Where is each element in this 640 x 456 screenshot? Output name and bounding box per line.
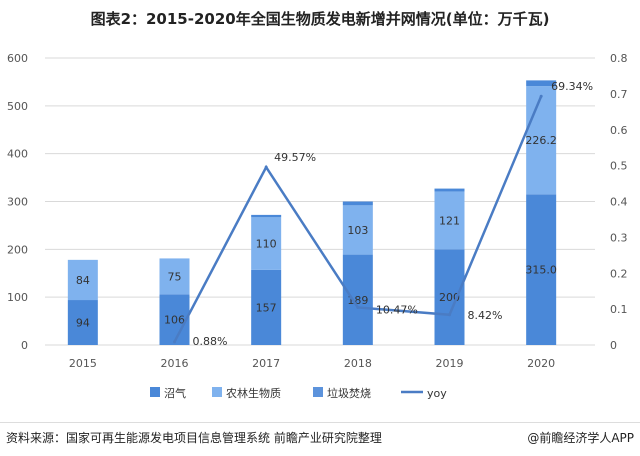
bar-biogas: [251, 269, 282, 345]
legend-swatch: [212, 387, 222, 397]
yoy-data-label: 49.57%: [274, 151, 316, 164]
bar-data-label: 84: [76, 274, 90, 287]
bar-agri-forest: [159, 258, 190, 295]
y2-tick-label: 0.1: [610, 303, 628, 316]
bar-data-label: 106: [164, 314, 185, 327]
bar-data-label: 103: [347, 224, 368, 237]
bar-biogas: [526, 194, 557, 345]
x-tick-label: 2017: [252, 357, 280, 370]
y2-tick-label: 0.2: [610, 267, 628, 280]
bar-data-label: 94: [76, 317, 90, 330]
y-tick-label: 400: [7, 148, 28, 161]
bar-data-label: 110: [256, 238, 277, 251]
y2-tick-label: 0.4: [610, 196, 628, 209]
y2-tick-label: 0.8: [610, 52, 628, 65]
y2-tick-label: 0.5: [610, 160, 628, 173]
yoy-data-label: 69.34%: [551, 80, 593, 93]
bar-waste: [434, 188, 465, 192]
yoy-data-label: 0.88%: [193, 335, 228, 348]
yoy-data-label: 8.42%: [468, 309, 503, 322]
legend-label: yoy: [427, 387, 447, 400]
y-tick-label: 300: [7, 196, 28, 209]
x-tick-label: 2016: [161, 357, 189, 370]
y-tick-label: 600: [7, 52, 28, 65]
bar-waste: [251, 214, 282, 218]
yoy-point: [448, 313, 451, 317]
y2-tick-label: 0.3: [610, 231, 628, 244]
x-tick-label: 2018: [344, 357, 372, 370]
chart-title: 图表2：2015-2020年全国生物质发电新增并网情况(单位：万千瓦): [90, 10, 550, 28]
x-tick-label: 2020: [527, 357, 555, 370]
yoy-data-label: 10.47%: [376, 303, 418, 316]
y2-tick-label: 0: [610, 339, 617, 352]
yoy-point: [264, 165, 268, 169]
bar-agri-forest: [67, 259, 98, 301]
yoy-point: [539, 94, 543, 98]
bar-biogas: [342, 254, 373, 345]
bar-biogas: [434, 249, 465, 345]
x-tick-label: 2015: [69, 357, 97, 370]
legend-label: 沼气: [164, 386, 186, 400]
y-tick-label: 0: [21, 339, 28, 352]
bar-biogas: [67, 300, 98, 345]
chart: 0 100 200 300 400 500 600 0 0.1 0.2 0.3 0.4 0.5 0.6 0.…: [7, 52, 628, 400]
bar-data-label: 75: [168, 270, 182, 283]
yoy-point: [356, 305, 360, 309]
bar-agri-forest: [342, 205, 373, 255]
legend-label: 农林生物质: [226, 386, 281, 400]
y2-tick-label: 0.7: [610, 88, 628, 101]
bar-waste: [342, 201, 373, 206]
yoy-point: [173, 340, 176, 344]
legend-swatch: [313, 387, 323, 397]
legend-label: 垃圾焚烧: [327, 386, 371, 400]
y-tick-label: 500: [7, 100, 28, 113]
bar-data-label: 157: [256, 301, 277, 314]
y2-tick-label: 0.6: [610, 124, 628, 137]
bar-data-label: 121: [439, 214, 460, 227]
y-tick-label: 200: [7, 243, 28, 256]
bar-data-label: 226.2: [525, 134, 557, 147]
brand-text: @前瞻经济学人APP: [527, 431, 634, 445]
footer: 资料来源：国家可再生能源发电项目信息管理系统 前瞻产业研究院整理 @前瞻经济学人…: [0, 422, 640, 456]
bar-data-label: 315.0: [525, 264, 557, 277]
x-tick-label: 2019: [436, 357, 464, 370]
legend-swatch: [150, 387, 160, 397]
bar-biogas: [159, 294, 190, 345]
bar-agri-forest: [251, 217, 282, 270]
bar-waste: [526, 80, 557, 87]
bar-data-label: 189: [347, 294, 368, 307]
bar-agri-forest: [434, 191, 465, 250]
source-text: 资料来源：国家可再生能源发电项目信息管理系统 前瞻产业研究院整理: [6, 431, 382, 445]
y-tick-label: 100: [7, 291, 28, 304]
bar-agri-forest: [526, 86, 557, 195]
